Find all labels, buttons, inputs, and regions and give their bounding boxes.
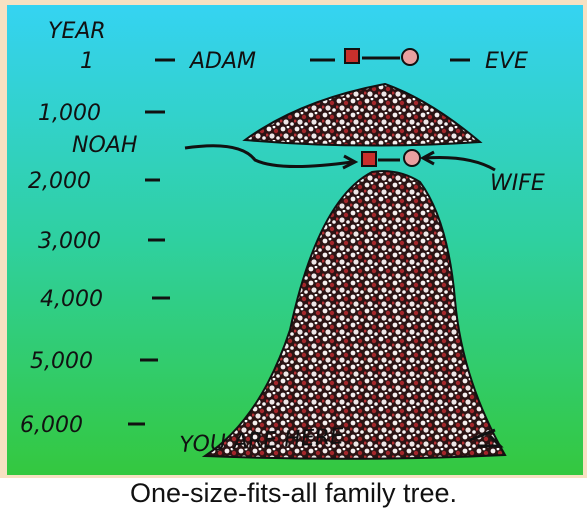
caption: One-size-fits-all family tree. [0, 478, 587, 509]
year-mark: 1,000 [38, 101, 101, 126]
noah-label: NOAH [72, 133, 137, 158]
year-mark: 5,000 [30, 349, 93, 374]
wife-label: WIFE [490, 171, 545, 196]
year-mark: 6,000 [20, 413, 83, 438]
wife-marker [404, 150, 420, 166]
year-mark: 1 [80, 49, 94, 74]
page: YEAR 1 1,000 2,000 3,000 4,000 5,000 6,0… [0, 0, 587, 518]
cartoon: YEAR 1 1,000 2,000 3,000 4,000 5,000 6,0… [0, 0, 587, 478]
year-heading: YEAR [48, 19, 106, 44]
year-mark: 3,000 [38, 229, 101, 254]
eve-label: EVE [485, 49, 528, 74]
noah-marker [362, 152, 376, 166]
year-mark: 2,000 [28, 169, 91, 194]
eve-marker [402, 49, 418, 65]
adam-marker [345, 49, 359, 63]
adam-label: ADAM [188, 49, 256, 74]
year-mark: 4,000 [40, 287, 103, 312]
